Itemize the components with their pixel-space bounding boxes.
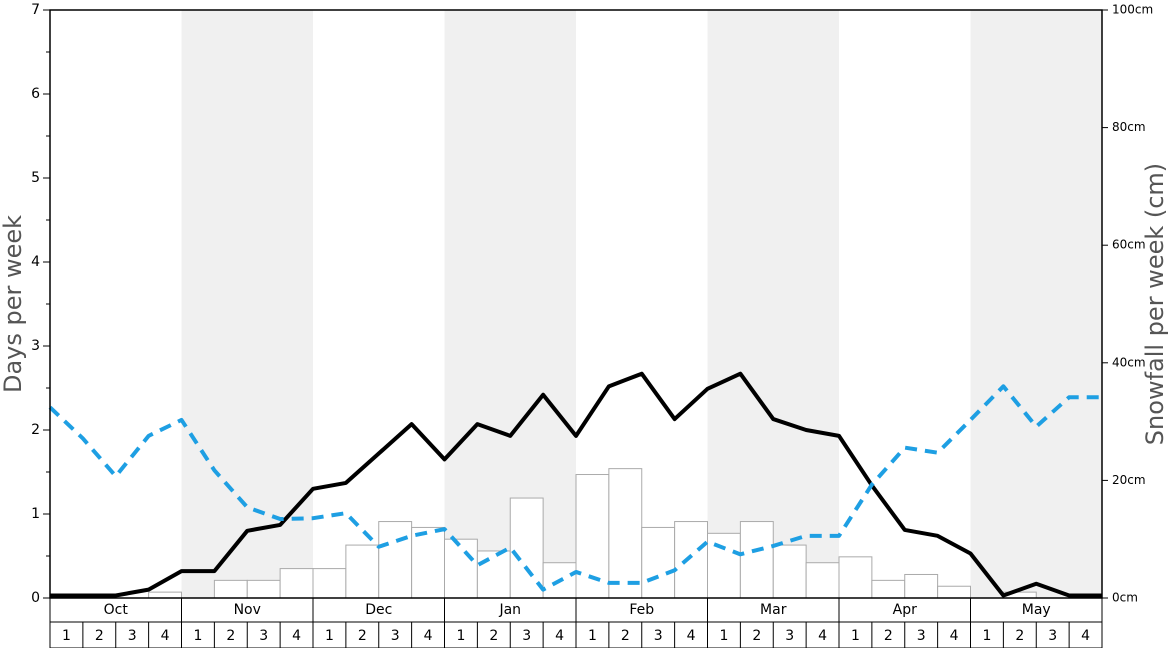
month-label: Dec <box>365 602 392 618</box>
week-label: 1 <box>62 628 71 644</box>
y-axis-title: Days per week <box>0 215 27 393</box>
month-label: Mar <box>760 602 787 618</box>
snowfall-bar <box>378 521 413 599</box>
week-label: 2 <box>489 628 498 644</box>
y2-axis-title: Snowfall per week (cm) <box>1141 163 1168 445</box>
y-tick-label: 6 <box>31 86 40 102</box>
snowfall-bar <box>213 579 248 599</box>
snowfall-bar <box>312 568 347 599</box>
y-tick-label: 0 <box>31 590 40 606</box>
snowfall-bar <box>871 579 906 599</box>
week-label: 1 <box>719 628 728 644</box>
y2-tick-label: 80cm <box>1112 120 1146 134</box>
week-label: 3 <box>391 628 400 644</box>
week-label: 4 <box>555 628 564 644</box>
week-label: 1 <box>325 628 334 644</box>
week-label: 2 <box>226 628 235 644</box>
y2-tick-label: 20cm <box>1112 473 1146 487</box>
week-label: 4 <box>292 628 301 644</box>
week-label: 3 <box>654 628 663 644</box>
month-label: Feb <box>629 602 654 618</box>
month-band <box>970 10 1102 598</box>
week-label: 1 <box>851 628 860 644</box>
table-frame <box>49 597 1103 648</box>
y-tick-label: 2 <box>31 422 40 438</box>
week-label: 2 <box>621 628 630 644</box>
snowfall-bar <box>772 544 807 599</box>
y-tick-label: 5 <box>31 170 40 186</box>
y2-tick-label: 40cm <box>1112 355 1146 369</box>
snowfall-bar <box>641 526 676 599</box>
week-label: 3 <box>917 628 926 644</box>
dashed-line <box>48 384 1102 592</box>
week-label: 2 <box>358 628 367 644</box>
y2-tick-label: 60cm <box>1112 238 1146 252</box>
y2-tick-label: 0cm <box>1112 591 1138 605</box>
snowfall-bar <box>805 562 840 599</box>
week-label: 1 <box>982 628 991 644</box>
week-label: 3 <box>128 628 137 644</box>
month-label: Oct <box>104 602 129 618</box>
week-label: 4 <box>1081 628 1090 644</box>
snowfall-bar <box>148 591 182 599</box>
week-label: 4 <box>950 628 959 644</box>
snowfall-bar <box>279 568 314 599</box>
snowfall-bar <box>509 497 544 599</box>
snowfall-bar <box>444 538 478 599</box>
month-label: Apr <box>893 602 917 618</box>
month-band <box>181 10 313 598</box>
snowfall-bar <box>411 526 445 599</box>
week-label: 1 <box>193 628 202 644</box>
snowfall-bar <box>476 550 511 599</box>
y-tick-label: 3 <box>31 338 40 354</box>
snowfall-bar <box>739 521 774 599</box>
y-tick-label: 4 <box>31 254 40 270</box>
week-label: 1 <box>456 628 465 644</box>
week-label: 2 <box>1015 628 1024 644</box>
month-band <box>707 10 839 598</box>
week-label: 2 <box>752 628 761 644</box>
week-label: 2 <box>95 628 104 644</box>
week-label: 3 <box>522 628 531 644</box>
week-label: 4 <box>424 628 433 644</box>
month-label: Nov <box>234 602 261 618</box>
month-label: May <box>1022 602 1051 618</box>
month-label: Jan <box>498 602 521 618</box>
snowfall-bar <box>345 544 380 599</box>
y2-tick-label: 100cm <box>1112 3 1153 17</box>
week-label: 2 <box>884 628 893 644</box>
y-tick-label: 7 <box>31 2 40 18</box>
week-label: 4 <box>818 628 827 644</box>
snowfall-bar <box>707 532 741 599</box>
snowfall-bar <box>937 585 971 599</box>
solid-line <box>50 371 1102 598</box>
week-label: 3 <box>1048 628 1057 644</box>
week-label: 1 <box>588 628 597 644</box>
snowfall-bar <box>246 579 281 599</box>
snowfall-bar <box>904 573 939 599</box>
week-label: 4 <box>687 628 696 644</box>
week-label: 3 <box>785 628 794 644</box>
snowfall-bar <box>608 468 643 599</box>
y-tick-label: 1 <box>31 506 40 522</box>
snowfall-bar <box>838 556 873 599</box>
week-label: 3 <box>259 628 268 644</box>
week-label: 4 <box>161 628 170 644</box>
snowfall-bar <box>674 521 708 599</box>
